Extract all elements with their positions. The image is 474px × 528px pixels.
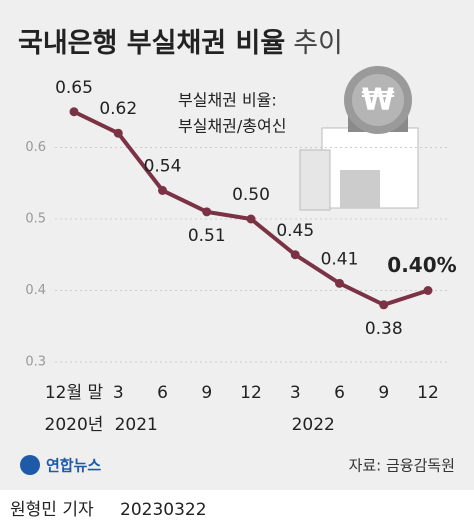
source: 자료: 금융감독원 (349, 457, 455, 475)
x-tick-label: 12월 말 (45, 383, 104, 403)
data-label: 0.50 (232, 185, 270, 205)
x-group-label: 2021 (115, 415, 158, 435)
y-tick-label: 0.4 (25, 283, 46, 298)
data-label: 0.45 (276, 221, 314, 241)
x-tick-label: 6 (334, 383, 345, 403)
svg-text:₩: ₩ (361, 83, 394, 118)
title-suffix: 추이 (293, 28, 343, 59)
y-tick-label: 0.6 (25, 140, 46, 155)
point (69, 107, 79, 117)
point (158, 185, 167, 195)
chart-title: 국내은행 부실채권 비율 추이 (18, 28, 343, 59)
x-tick-label: 3 (290, 383, 301, 403)
data-label: 0.38 (365, 319, 403, 339)
point (290, 250, 300, 260)
x-tick-label: 6 (157, 383, 168, 403)
data-label: 0.65 (55, 78, 93, 98)
annotation: 부실채권/총여신 (178, 117, 286, 136)
point (202, 207, 212, 217)
building-icon: ₩ (299, 66, 419, 211)
annotation: 부실채권 비율: (178, 91, 277, 110)
x-tick-label: 9 (201, 383, 212, 403)
y-tick-label: 0.5 (25, 212, 46, 227)
data-label: 0.54 (144, 156, 182, 176)
date: 20230322 (120, 500, 207, 520)
data-label: 0.40% (387, 253, 456, 277)
x-tick-label: 3 (113, 383, 124, 403)
point (335, 278, 344, 288)
data-label: 0.62 (99, 99, 137, 119)
point (246, 214, 256, 224)
x-group-label: 2022 (292, 415, 335, 435)
x-tick-label: 12 (417, 383, 439, 403)
data-label: 0.51 (188, 226, 226, 246)
byline: 원형민 기자 (10, 500, 94, 520)
title-main: 국내은행 부실채권 비율 (18, 28, 285, 59)
x-tick-label: 9 (378, 383, 389, 403)
x-group-label: 2020년 (45, 415, 104, 435)
logo-text: 연합뉴스 (46, 457, 101, 475)
point (379, 300, 389, 310)
point (113, 128, 123, 138)
point (423, 286, 433, 295)
logo: 연합뉴스 (20, 455, 101, 475)
x-tick-label: 12 (240, 383, 262, 403)
y-tick-label: 0.3 (25, 355, 46, 370)
data-label: 0.41 (321, 249, 359, 269)
